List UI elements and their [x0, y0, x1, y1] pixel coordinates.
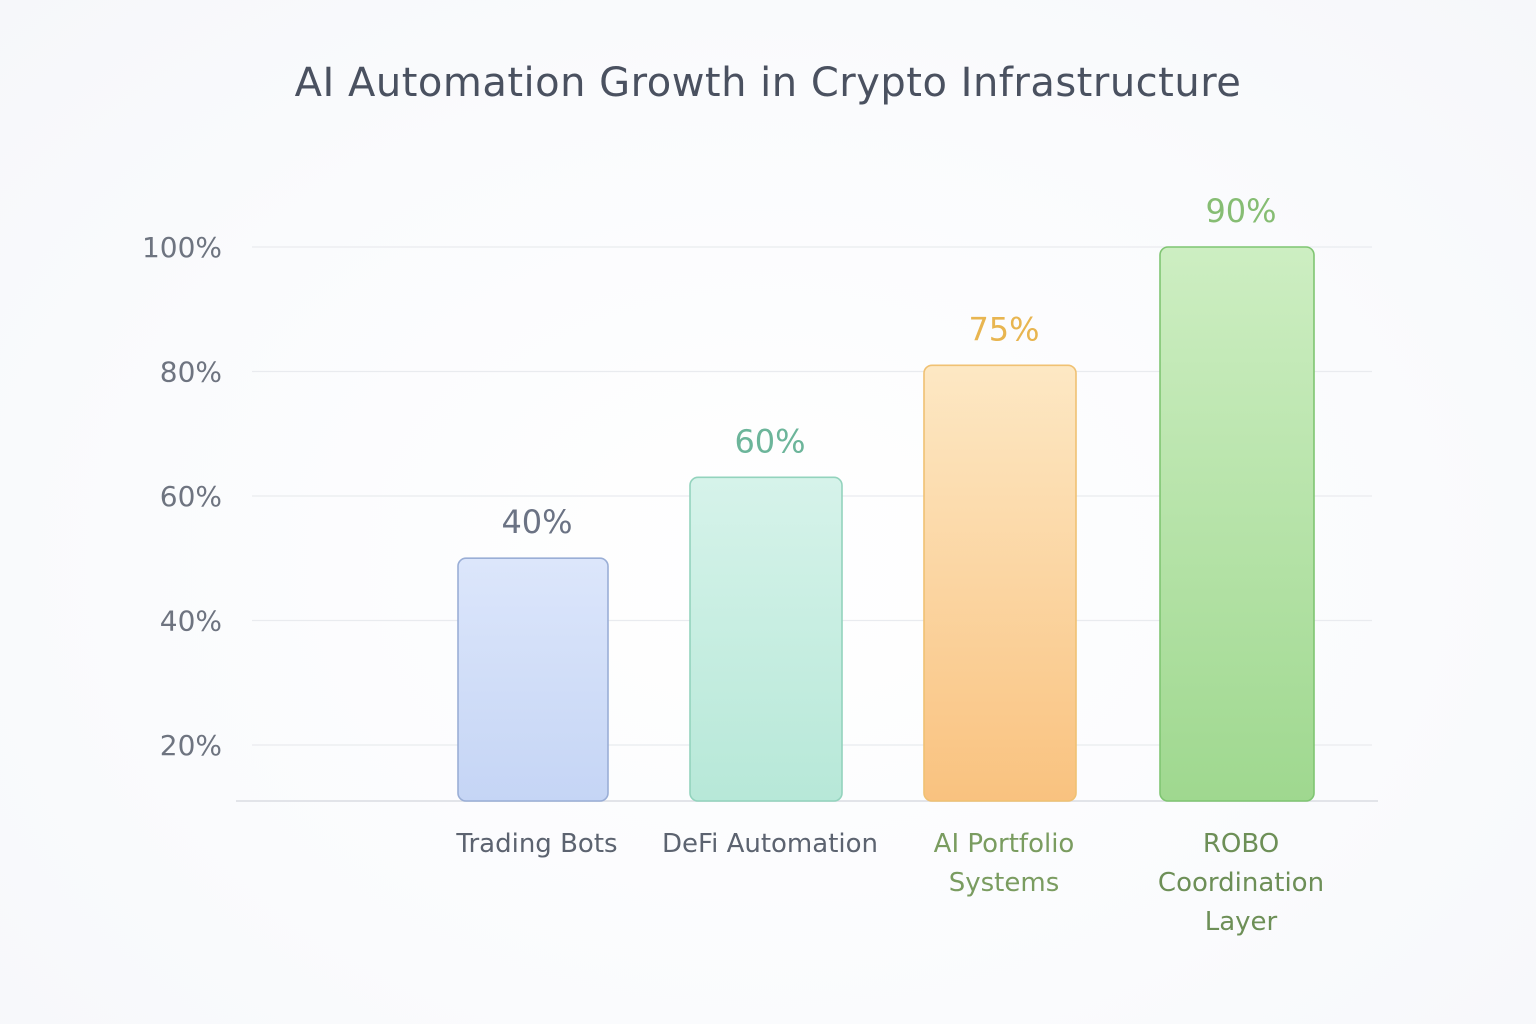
- data-label: 75%: [968, 310, 1039, 348]
- data-label: 90%: [1205, 192, 1276, 230]
- data-label: 60%: [734, 422, 805, 460]
- x-tick-label: ROBO Coordination Layer: [1158, 829, 1324, 937]
- y-tick-label: 20%: [160, 729, 222, 762]
- y-tick-label: 100%: [142, 231, 222, 264]
- bar: [457, 557, 609, 802]
- category-labels: Trading Bots DeFi Automation AI Portfolio S…: [455, 829, 1324, 937]
- data-label: 40%: [501, 503, 572, 541]
- x-tick-label: Trading Bots: [455, 829, 617, 859]
- bars: [457, 246, 1315, 802]
- chart-title: AI Automation Growth in Crypto Infrastru…: [294, 60, 1242, 106]
- y-tick-label: 80%: [160, 355, 222, 388]
- y-axis-ticks: 20% 40% 60% 80% 100%: [142, 231, 222, 762]
- y-tick-label: 60%: [160, 480, 222, 513]
- bar: [689, 476, 843, 802]
- value-labels: 40% 60% 75% 90%: [501, 192, 1276, 541]
- x-tick-label: AI Portfolio Systems: [934, 829, 1075, 898]
- y-tick-label: 40%: [160, 604, 222, 637]
- bar: [923, 364, 1077, 802]
- x-tick-label: DeFi Automation: [662, 829, 878, 859]
- bar: [1159, 246, 1315, 802]
